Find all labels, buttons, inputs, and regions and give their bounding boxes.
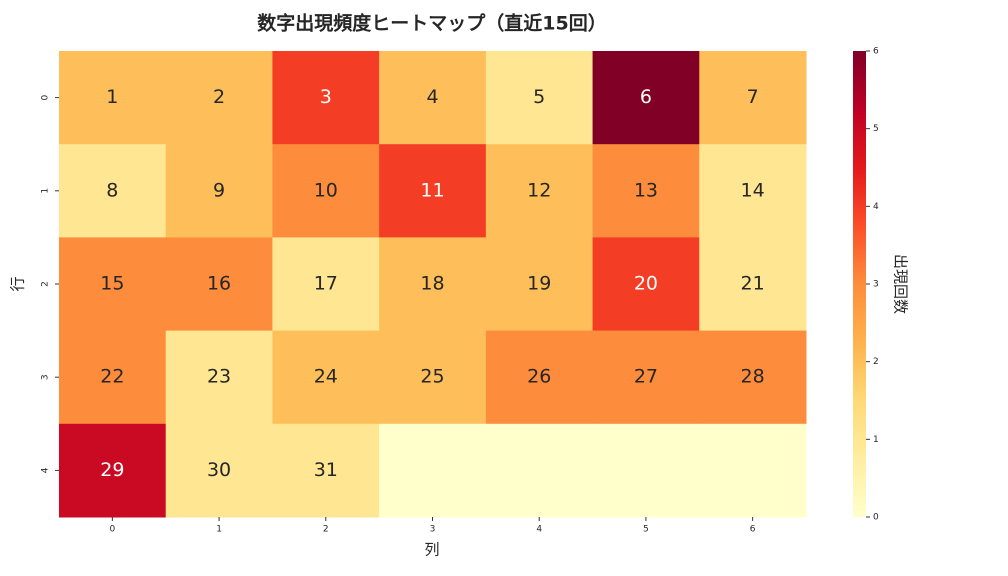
heatmap-cell (379, 423, 487, 518)
x-tick-label: 3 (430, 525, 436, 535)
chart-title: 数字出現頻度ヒートマップ（直近15回） (257, 12, 606, 35)
heatmap-cell (59, 330, 167, 425)
heatmap-cell (485, 237, 594, 332)
cell-label: 2 (213, 86, 225, 108)
colorbar (853, 51, 866, 517)
x-axis-label: 列 (424, 541, 439, 559)
heatmap-cell (165, 330, 273, 425)
cell-label: 23 (207, 366, 231, 388)
cell-label: 17 (314, 273, 338, 295)
y-tick-label: 4 (41, 467, 51, 473)
heatmap-cell (485, 423, 594, 518)
cell-label: 31 (314, 459, 338, 481)
heatmap-cell (592, 144, 700, 238)
y-tick-label: 0 (41, 94, 51, 100)
y-axis-label: 行 (9, 276, 27, 291)
heatmap-cell (699, 237, 807, 332)
colorbar-tick-label: 0 (873, 513, 879, 523)
heatmap-cell (272, 237, 380, 332)
cell-label: 5 (533, 86, 545, 108)
heatmap-cell (165, 423, 273, 518)
heatmap-cell (379, 144, 487, 238)
y-tick-label: 3 (41, 374, 51, 380)
cell-label: 27 (634, 366, 658, 388)
heatmap-cell (165, 144, 273, 238)
heatmap-cell (592, 423, 700, 518)
cell-label: 3 (320, 86, 332, 108)
cell-label: 22 (100, 366, 124, 388)
heatmap-cell (272, 51, 380, 145)
colorbar-tick-label: 4 (873, 202, 879, 212)
heatmap-cell (165, 237, 273, 332)
heatmap-cell (272, 423, 380, 518)
heatmap-cell (165, 51, 273, 145)
x-tick-label: 5 (643, 525, 649, 535)
cell-label: 8 (106, 179, 118, 201)
cell-label: 24 (314, 366, 338, 388)
colorbar-label: 出現回数 (892, 254, 910, 314)
cell-label: 25 (420, 366, 444, 388)
heatmap-cell (379, 330, 487, 425)
x-tick-label: 6 (750, 525, 756, 535)
heatmap-cell (699, 423, 807, 518)
heatmap-cell (699, 330, 807, 425)
heatmap-cell (59, 237, 167, 332)
colorbar-tick-label: 1 (873, 435, 879, 445)
heatmap-cell (272, 330, 380, 425)
heatmap-cell (592, 330, 700, 425)
cell-label: 21 (741, 273, 765, 295)
heatmap-cell (485, 144, 594, 238)
cell-label: 12 (527, 179, 551, 201)
heatmap-cell (485, 51, 594, 145)
x-tick-label: 4 (536, 525, 542, 535)
x-tick-label: 0 (109, 525, 115, 535)
cell-label: 16 (207, 273, 231, 295)
cell-label: 30 (207, 459, 231, 481)
cell-label: 11 (420, 179, 444, 201)
heatmap-cell (592, 237, 700, 332)
cell-label: 1 (106, 86, 118, 108)
cell-label: 29 (100, 459, 124, 481)
heatmap-cell (59, 423, 167, 518)
heatmap-cell (485, 330, 594, 425)
heatmap-cell (699, 144, 807, 238)
colorbar-tick-label: 2 (873, 357, 879, 367)
x-tick-label: 1 (216, 525, 222, 535)
heatmap-cell (699, 51, 807, 145)
cell-label: 20 (634, 273, 658, 295)
cell-label: 6 (640, 86, 652, 108)
cell-label: 13 (634, 179, 658, 201)
heatmap-cell (379, 51, 487, 145)
cell-label: 10 (314, 179, 338, 201)
y-tick-label: 1 (41, 188, 51, 194)
heatmap-cell (272, 144, 380, 238)
cell-label: 15 (100, 273, 124, 295)
colorbar-tick-label: 3 (873, 280, 879, 290)
cell-label: 18 (420, 273, 444, 295)
y-tick-label: 2 (41, 281, 51, 287)
heatmap-cell (59, 144, 167, 238)
cell-label: 19 (527, 273, 551, 295)
cell-label: 9 (213, 179, 225, 201)
heatmap-cell (379, 237, 487, 332)
colorbar-tick-label: 6 (873, 47, 879, 57)
cell-label: 4 (426, 86, 438, 108)
cell-label: 7 (747, 86, 759, 108)
heatmap-cell (592, 51, 700, 145)
x-tick-label: 2 (323, 525, 329, 535)
heatmap-cell (59, 51, 167, 145)
cell-label: 14 (741, 179, 765, 201)
colorbar-tick-label: 5 (873, 124, 879, 134)
cell-label: 28 (741, 366, 765, 388)
cell-label: 26 (527, 366, 551, 388)
